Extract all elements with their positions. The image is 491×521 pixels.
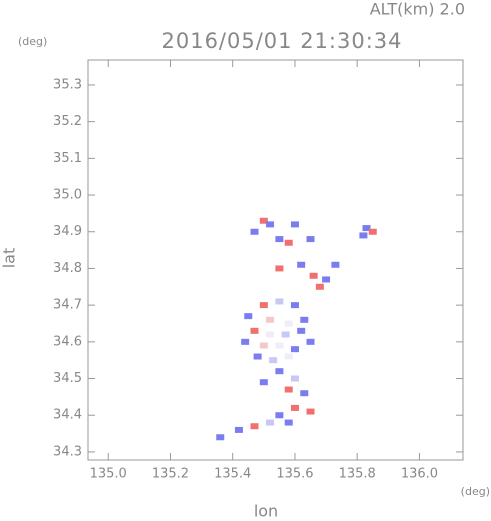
data-cell — [216, 434, 225, 441]
y-tick-label: 34.5 — [53, 371, 82, 386]
y-tick-label: 34.8 — [53, 261, 82, 276]
data-cell — [306, 408, 315, 415]
data-cell — [250, 228, 259, 235]
x-tick-label: 135.6 — [276, 467, 313, 482]
data-cell — [284, 239, 293, 246]
y-tick-label: 34.6 — [53, 334, 82, 349]
x-unit: (deg) — [461, 485, 490, 498]
data-cell — [284, 386, 293, 393]
data-cell — [234, 426, 243, 433]
data-cell — [284, 353, 293, 360]
plot-frame — [87, 59, 464, 461]
data-cell — [290, 302, 299, 309]
data-cell — [306, 338, 315, 345]
y-tick-label: 34.3 — [53, 444, 82, 459]
data-cell — [281, 331, 290, 338]
x-tick-label: 135.4 — [214, 467, 251, 482]
data-cell — [331, 261, 340, 268]
data-cell — [284, 419, 293, 426]
data-cell — [259, 217, 268, 224]
data-cell — [250, 327, 259, 334]
y-tick-label: 34.7 — [53, 298, 82, 313]
data-cell — [297, 327, 306, 334]
x-tick-label: 136.0 — [401, 467, 438, 482]
data-cell — [284, 320, 293, 327]
data-cell — [362, 225, 371, 232]
data-cell — [359, 232, 368, 239]
data-cell — [315, 283, 324, 290]
data-cell — [297, 261, 306, 268]
data-cell — [290, 404, 299, 411]
x-axis-label: lon — [254, 502, 278, 521]
data-cell — [300, 390, 309, 397]
data-cell — [275, 298, 284, 305]
data-cell — [368, 228, 377, 235]
data-cell — [290, 221, 299, 228]
data-cell — [275, 265, 284, 272]
data-cell — [275, 412, 284, 419]
y-tick-label: 35.3 — [53, 77, 82, 92]
data-cell — [275, 368, 284, 375]
y-tick-label: 34.9 — [53, 224, 82, 239]
x-tick-label: 135.2 — [152, 467, 189, 482]
data-cell — [266, 221, 275, 228]
data-cell — [259, 342, 268, 349]
data-cell — [269, 357, 278, 364]
data-cell — [241, 338, 250, 345]
data-cell — [259, 302, 268, 309]
data-cell — [259, 379, 268, 386]
data-cell — [266, 331, 275, 338]
y-tick-label: 35.1 — [53, 151, 82, 166]
chart-title: 2016/05/01 21:30:34 — [161, 29, 402, 53]
y-unit: (deg) — [18, 35, 47, 48]
data-cell — [306, 236, 315, 243]
y-axis-label: lat — [0, 248, 19, 269]
data-cell — [275, 342, 284, 349]
y-tick-label: 35.2 — [53, 114, 82, 129]
x-tick-label: 135.8 — [339, 467, 376, 482]
x-tick-label: 135.0 — [90, 467, 127, 482]
y-tick-label: 34.4 — [53, 408, 82, 423]
annotation: ALT(km) 2.0 — [370, 0, 465, 19]
data-cell — [290, 346, 299, 353]
data-cell — [290, 375, 299, 382]
y-tick-label: 35.0 — [53, 188, 82, 203]
data-cell — [309, 272, 318, 279]
data-cell — [266, 316, 275, 323]
data-cell — [300, 316, 309, 323]
data-cell — [266, 419, 275, 426]
data-cell — [275, 236, 284, 243]
data-cell — [250, 423, 259, 430]
data-cell — [253, 353, 262, 360]
data-cell — [322, 276, 331, 283]
data-cell — [244, 313, 253, 320]
